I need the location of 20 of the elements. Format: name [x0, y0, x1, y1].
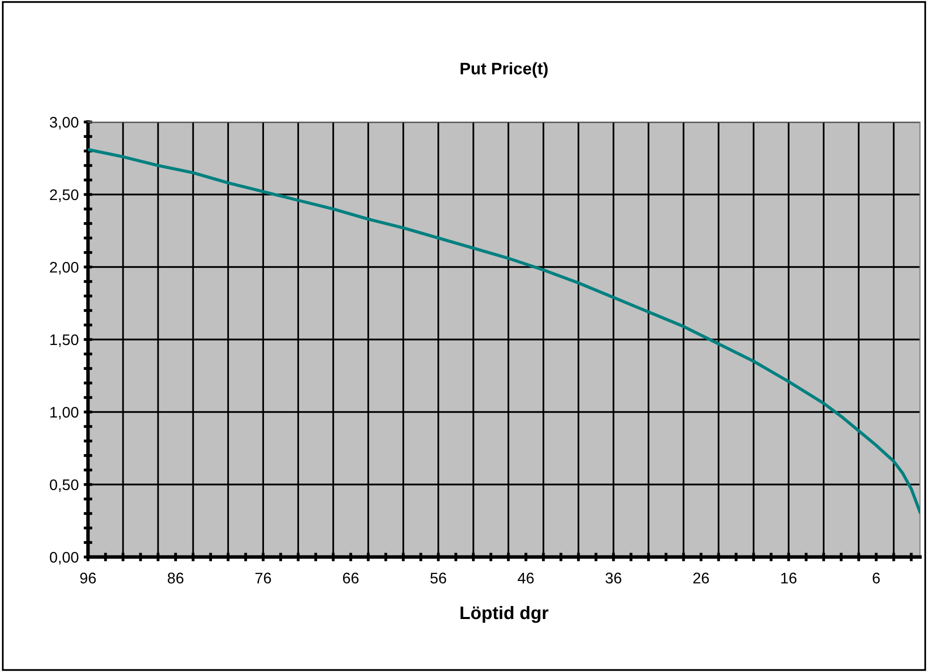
- y-tick-label: 1,50: [50, 334, 78, 347]
- x-axis-title: Löptid dgr: [460, 606, 548, 623]
- y-tick-label: 2,50: [50, 189, 78, 202]
- y-tick-label: 1,00: [50, 406, 78, 420]
- x-tick-label: 46: [518, 572, 534, 584]
- x-tick-label: 86: [168, 572, 184, 584]
- y-tick-label: 3,00: [50, 116, 78, 130]
- x-tick-label: 26: [693, 572, 709, 584]
- x-tick-label: 96: [80, 572, 96, 584]
- y-tick-label: 0,00: [50, 552, 78, 564]
- line-series: [88, 148, 920, 514]
- y-tick-label: 2,00: [50, 262, 78, 274]
- chart-title: Put Price(t): [460, 62, 548, 78]
- x-tick-label: 56: [430, 572, 446, 584]
- x-tick-label: 36: [606, 572, 622, 584]
- y-tick-label: 0,50: [50, 479, 78, 492]
- x-tick-label: 16: [781, 572, 796, 584]
- x-tick-label: 76: [255, 572, 271, 584]
- x-tick-label: 66: [343, 572, 359, 584]
- x-tick-label: 6: [872, 572, 880, 584]
